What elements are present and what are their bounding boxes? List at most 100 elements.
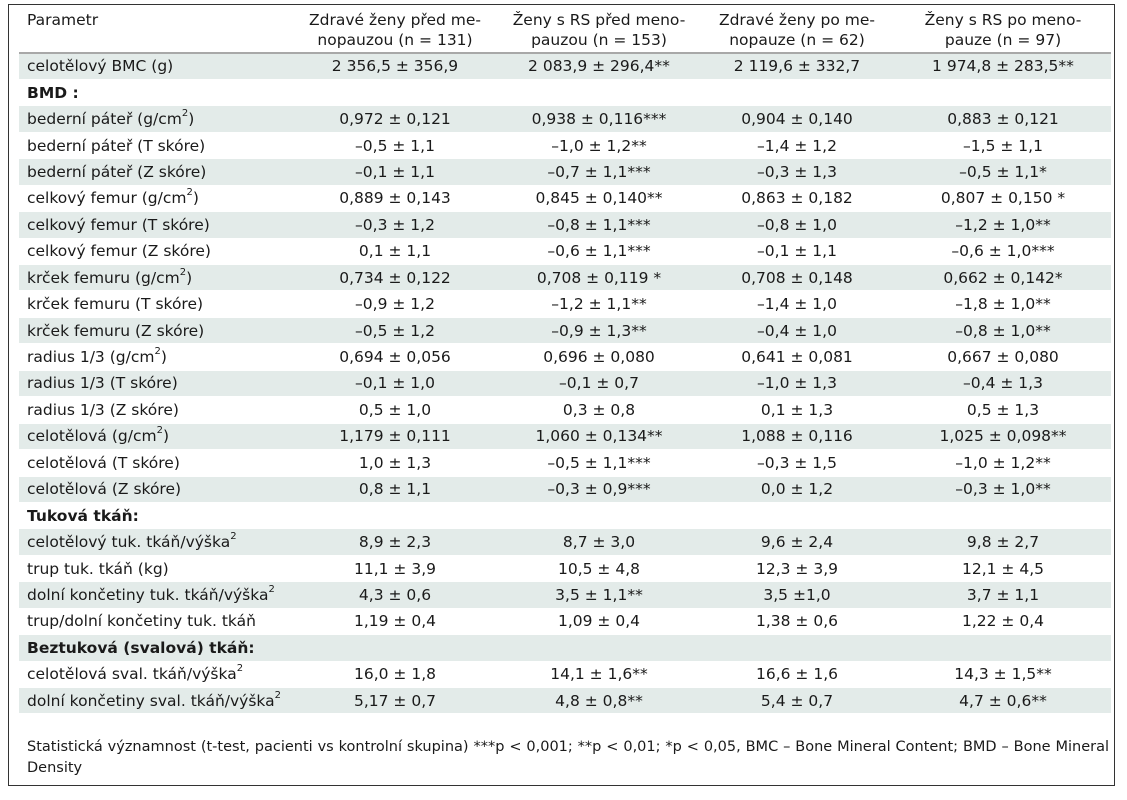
header-line: pauze (n = 97) — [944, 31, 1062, 49]
row-label: celotělová (g/cm2) — [19, 423, 291, 450]
section-row: Beztuková (svalová) tkáň: — [19, 634, 1111, 662]
cell-value: –0,9 ± 1,3** — [499, 317, 699, 344]
cell-value: 0,845 ± 0,140** — [535, 189, 663, 208]
header-parametr: Parametr — [19, 7, 291, 53]
cell-value: –1,0 ± 1,2** — [551, 136, 647, 155]
row-label: celotělový BMC (g) — [19, 53, 291, 80]
row-label: celotělová (Z skóre) — [19, 476, 291, 503]
table-row: bederní páteř (T skóre) –0,5 ± 1,1 –1,0 ± … — [19, 132, 1111, 159]
cell-value: 0,667 ± 0,080 — [947, 348, 1059, 367]
row-label: celotělový tuk. tkáň/výška2 — [19, 528, 291, 556]
cell-value: –0,7 ± 1,1*** — [499, 158, 699, 186]
cell-value: 1,09 ± 0,4 — [557, 612, 640, 631]
table-row: bederní páteř (Z skóre) –0,1 ± 1,1 –0,7 ± … — [19, 158, 1111, 186]
table-row: celotělová (Z skóre) 0,8 ± 1,1 –0,3 ± 0,9*… — [19, 476, 1111, 503]
cell-value: 16,6 ± 1,6 — [755, 665, 838, 684]
row-label: trup tuk. tkáň (kg) — [27, 559, 169, 578]
table-row: celotělová (T skóre) 1,0 ± 1,3 –0,5 ± 1,1*… — [19, 450, 1111, 476]
cell-value: 4,3 ± 0,6 — [291, 581, 499, 609]
cell-value: 0,883 ± 0,121 — [895, 105, 1111, 133]
cell-value: 2 083,9 ± 296,4** — [499, 53, 699, 80]
cell-value: 0,807 ± 0,150 * — [940, 189, 1066, 208]
table-row: radius 1/3 (g/cm2) 0,694 ± 0,056 0,696 ± 0… — [19, 344, 1111, 371]
cell-value: –0,4 ± 1,3 — [895, 370, 1111, 397]
cell-value: –0,8 ± 1,1*** — [499, 211, 699, 239]
cell-value: 0,662 ± 0,142* — [895, 264, 1111, 291]
row-label: dolní končetiny sval. tkáň/výška2 — [19, 687, 291, 714]
row-label: bederní páteř (g/cm2) — [19, 105, 291, 133]
table-row: dolní končetiny tuk. tkáň/výška2 4,3 ± 0,… — [19, 581, 1111, 609]
row-label: radius 1/3 (T skóre) — [19, 370, 291, 397]
cell-value: 0,889 ± 0,143 — [339, 189, 451, 208]
table-row: celotělový BMC (g) 2 356,5 ± 356,9 2 083,9… — [19, 53, 1111, 80]
cell-value: –1,2 ± 1,1** — [551, 295, 647, 314]
cell-value: –1,5 ± 1,1 — [963, 136, 1043, 155]
cell-value: 3,5 ±1,0 — [699, 581, 895, 609]
cell-value: 0,938 ± 0,116*** — [499, 105, 699, 133]
cell-value: 1,088 ± 0,116 — [699, 423, 895, 450]
cell-value: –1,0 ± 1,2** — [955, 453, 1051, 472]
header-line: nopauzou (n = 131) — [317, 31, 473, 49]
table-row: krček femuru (Z skóre) –0,5 ± 1,2 –0,9 ± 1… — [19, 317, 1111, 344]
row-label: trup/dolní končetiny tuk. tkáň — [27, 612, 256, 631]
table-row: celkový femur (g/cm2) 0,889 ± 0,143 0,845 … — [19, 185, 1111, 212]
cell-value: –1,4 ± 1,2 — [757, 136, 837, 155]
table-row: trup tuk. tkáň (kg) 11,1 ± 3,9 10,5 ± 4,8 1… — [19, 555, 1111, 582]
cell-value: –0,8 ± 1,0 — [699, 211, 895, 239]
cell-value: 1,060 ± 0,134** — [499, 423, 699, 450]
row-label: bederní páteř (Z skóre) — [19, 158, 291, 186]
row-label: krček femuru (Z skóre) — [19, 317, 291, 344]
cell-value: 0,734 ± 0,122 — [291, 264, 499, 291]
cell-value: –0,5 ± 1,1*** — [547, 453, 651, 472]
cell-value: 0,694 ± 0,056 — [339, 348, 451, 367]
cell-value: 0,708 ± 0,119 * — [499, 264, 699, 291]
cell-value: –0,6 ± 1,1*** — [547, 242, 651, 261]
cell-value: –0,3 ± 1,5 — [757, 453, 837, 472]
table-row: celotělová (g/cm2) 1,179 ± 0,111 1,060 ± 0… — [19, 423, 1111, 450]
row-label: celkový femur (Z skóre) — [27, 242, 211, 261]
cell-value: 0,696 ± 0,080 — [543, 348, 655, 367]
section-row: BMD : — [19, 79, 1111, 106]
cell-value: –0,1 ± 0,7 — [499, 370, 699, 397]
row-label: dolní končetiny tuk. tkáň/výška2 — [19, 581, 291, 609]
cell-value: 3,7 ± 1,1 — [895, 581, 1111, 609]
header-group-1: Zdravé ženy před me-nopauzou (n = 131) — [291, 7, 499, 53]
cell-value: 1,025 ± 0,098** — [895, 423, 1111, 450]
cell-value: 2 119,6 ± 332,7 — [699, 53, 895, 80]
cell-value: –0,3 ± 1,3 — [699, 158, 895, 186]
cell-value: 12,3 ± 3,9 — [755, 559, 838, 578]
table-row: celotělová sval. tkáň/výška2 16,0 ± 1,8 14… — [19, 661, 1111, 688]
row-label: celotělová (T skóre) — [27, 453, 180, 472]
cell-value: 0,5 ± 1,0 — [358, 400, 432, 419]
header-line: Zdravé ženy před me- — [309, 11, 481, 29]
cell-value: –1,2 ± 1,0** — [895, 211, 1111, 239]
row-label: celotělová sval. tkáň/výška2 — [27, 663, 244, 684]
cell-value: 1 974,8 ± 283,5** — [895, 53, 1111, 80]
header-line: Ženy s RS před meno- — [512, 11, 686, 29]
cell-value: 0,1 ± 1,1 — [358, 242, 432, 261]
cell-value: –0,8 ± 1,0** — [895, 317, 1111, 344]
cell-value: 16,0 ± 1,8 — [353, 665, 436, 684]
cell-value: 14,3 ± 1,5** — [954, 665, 1052, 684]
row-label: krček femuru (T skóre) — [27, 295, 204, 314]
table-row: celkový femur (T skóre) –0,3 ± 1,2 –0,8 ± … — [19, 211, 1111, 239]
cell-value: –0,3 ± 1,2 — [291, 211, 499, 239]
cell-value: 0,972 ± 0,121 — [291, 105, 499, 133]
table-row: bederní páteř (g/cm2) 0,972 ± 0,121 0,938 … — [19, 105, 1111, 133]
table-frame: Parametr Zdravé ženy před me-nopauzou (n … — [8, 4, 1115, 786]
header-group-3: Zdravé ženy po me-nopauze (n = 62) — [699, 7, 895, 53]
cell-value: 4,7 ± 0,6** — [895, 687, 1111, 714]
section-label: Tuková tkáň: — [27, 506, 139, 525]
table-row: celotělový tuk. tkáň/výška2 8,9 ± 2,3 8,7 … — [19, 528, 1111, 556]
cell-value: 14,1 ± 1,6** — [550, 665, 648, 684]
row-label: krček femuru (g/cm2) — [19, 264, 291, 291]
footnote: Statistická významnost (t-test, pacienti… — [27, 739, 1109, 776]
table-row: dolní končetiny sval. tkáň/výška2 5,17 ± … — [19, 687, 1111, 714]
header-line: Zdravé ženy po me- — [718, 11, 876, 29]
section-row: Tuková tkáň: — [19, 502, 1111, 529]
row-label: radius 1/3 (g/cm2) — [27, 346, 167, 367]
cell-value: 0,1 ± 1,3 — [760, 400, 834, 419]
cell-value: –0,3 ± 0,9*** — [499, 476, 699, 503]
cell-value: 0,3 ± 0,8 — [562, 400, 636, 419]
cell-value: –1,0 ± 1,3 — [699, 370, 895, 397]
